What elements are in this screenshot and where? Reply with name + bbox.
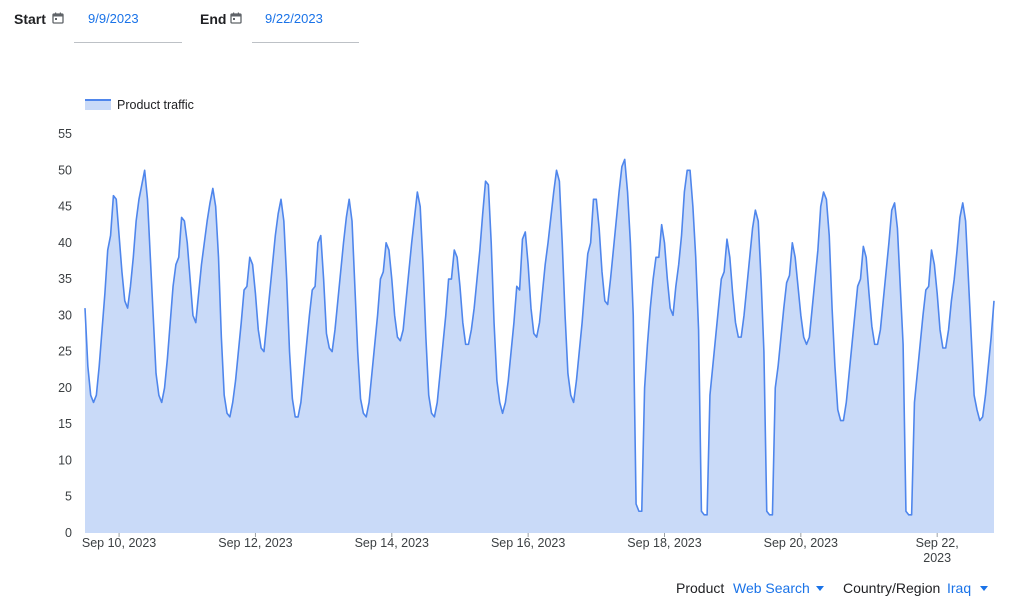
y-tick-label: 40: [58, 236, 72, 250]
y-tick-label: 20: [58, 381, 72, 395]
x-tick-label: Sep 22, 2023: [916, 536, 959, 565]
start-date-control[interactable]: Start 9/9/2023: [0, 8, 190, 44]
end-date-control[interactable]: End 9/22/2023: [190, 8, 370, 44]
calendar-icon[interactable]: [230, 12, 242, 24]
region-label: Country/Region: [843, 580, 941, 596]
x-axis: Sep 10, 2023 Sep 12, 2023 Sep 14, 2023 Sep …: [82, 533, 959, 565]
calendar-icon[interactable]: [52, 12, 64, 24]
x-tick-label: Sep 16, 2023: [491, 536, 565, 550]
y-axis: 0 5 10 15 20 25 30 35 40 45 50 55: [58, 127, 72, 540]
y-tick-label: 10: [58, 453, 72, 467]
y-tick-label: 25: [58, 345, 72, 359]
y-tick-label: 15: [58, 417, 72, 431]
legend: Product traffic: [85, 98, 194, 112]
start-date-input[interactable]: 9/9/2023: [88, 11, 139, 26]
y-tick-label: 55: [58, 127, 72, 141]
end-date-underline: [252, 42, 359, 43]
series-area: [85, 159, 994, 533]
y-tick-label: 45: [58, 200, 72, 214]
start-date-underline: [74, 42, 182, 43]
caret-down-icon[interactable]: [816, 586, 824, 591]
legend-label: Product traffic: [117, 98, 194, 112]
y-tick-label: 5: [65, 490, 72, 504]
x-tick-label: Sep 14, 2023: [355, 536, 429, 550]
x-tick-label: Sep 18, 2023: [627, 536, 701, 550]
y-tick-label: 50: [58, 163, 72, 177]
caret-down-icon[interactable]: [980, 586, 988, 591]
y-tick-label: 0: [65, 526, 72, 540]
legend-swatch: [85, 100, 111, 110]
start-date-label: Start: [14, 11, 46, 27]
end-date-input[interactable]: 9/22/2023: [265, 11, 323, 26]
end-date-label: End: [200, 11, 227, 27]
series-line: [84, 158, 995, 516]
traffic-chart: Product traffic 0 5 10 15 20 25 30 35 40 45 50 55 S…: [58, 98, 995, 565]
plot-area: [84, 158, 995, 533]
x-tick-label: Sep 12, 2023: [218, 536, 292, 550]
product-dropdown[interactable]: Web Search: [733, 580, 810, 596]
y-tick-label: 35: [58, 272, 72, 286]
x-tick-label: Sep 10, 2023: [82, 536, 156, 550]
x-tick-label: Sep 20, 2023: [764, 536, 838, 550]
product-label: Product: [676, 580, 725, 596]
region-dropdown[interactable]: Iraq: [947, 580, 972, 596]
y-tick-label: 30: [58, 308, 72, 322]
